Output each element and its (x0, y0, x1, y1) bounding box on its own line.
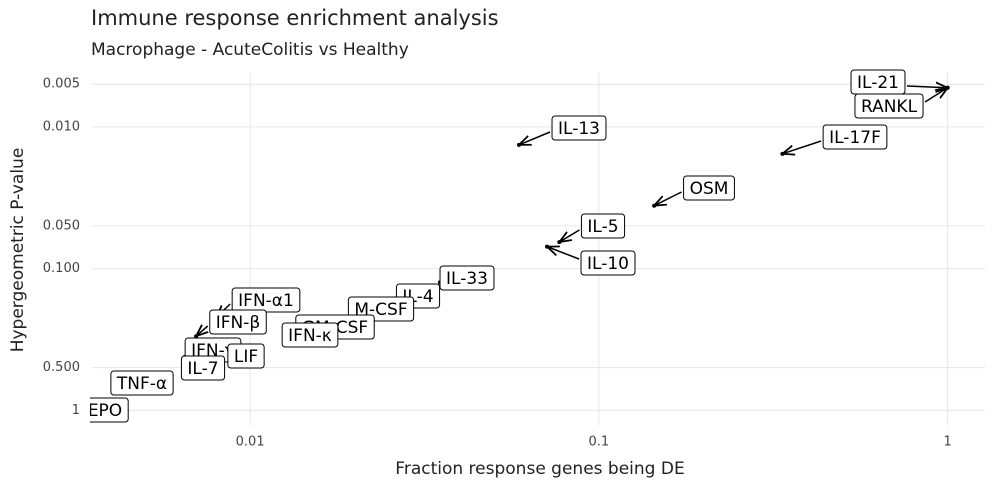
y-tick-label: 0.100 (43, 261, 80, 276)
label-box (551, 115, 607, 141)
point-label: IFN-β (209, 309, 267, 335)
point-label: LIF (227, 343, 265, 369)
point-label: IL-13 (551, 115, 607, 141)
label-text: IL-10 (587, 254, 629, 274)
point-label: TNF-α (110, 370, 174, 396)
point-label: IL-7 (180, 355, 226, 381)
label-box (683, 175, 735, 201)
plot-area: IL-21 RANKL IL-13 IL-17F OSM IL-5 IL-10 IL-33 IL… (88, 69, 950, 423)
label-text: OSM (690, 179, 729, 199)
y-tick-label: 0.005 (43, 77, 80, 92)
point-label: IL-33 (439, 265, 495, 291)
chart-title: Immune response enrichment analysis (91, 6, 499, 30)
point-label: IFN-κ (281, 322, 339, 348)
label-box (90, 397, 129, 423)
point-label: IL-5 (580, 213, 626, 239)
x-tick-label: 1 (943, 435, 951, 450)
label-text: IL-7 (187, 359, 218, 379)
point-label: IL-17F (822, 124, 888, 150)
point-label: IL-21 (850, 69, 906, 95)
connector (782, 140, 822, 154)
label-text: IL-33 (446, 269, 488, 289)
connector (196, 326, 208, 336)
y-tick-label: 0.050 (43, 218, 80, 233)
label-box (822, 124, 888, 150)
x-axis-label: Fraction response genes being DE (395, 459, 684, 479)
label-text: IFN-β (216, 313, 261, 333)
y-tick-label: 1 (72, 403, 80, 418)
x-tick-label: 0.1 (589, 435, 610, 450)
label-text: IL-13 (558, 119, 600, 139)
point-label: IFN-α1 (231, 287, 301, 313)
connector (519, 131, 551, 145)
connector (906, 86, 948, 88)
label-text: TNF-α (116, 374, 167, 394)
x-tick-label: 0.01 (236, 435, 265, 450)
label-box (110, 370, 174, 396)
label-box (281, 322, 339, 348)
connector (559, 229, 580, 242)
label-text: EPO (88, 401, 122, 421)
label-box (854, 93, 924, 119)
y-tick-label: 0.500 (43, 360, 80, 375)
point-label: EPO (88, 397, 129, 423)
label-box (580, 250, 636, 276)
connector (924, 88, 948, 103)
chart-subtitle: Macrophage - AcuteColitis vs Healthy (91, 40, 409, 60)
label-text: IFN-κ (288, 326, 332, 346)
y-axis-label: Hypergeometric P-value (8, 148, 28, 353)
label-box (227, 343, 265, 369)
label-text: IL-5 (587, 217, 618, 237)
label-text: RANKL (861, 97, 918, 117)
point-label: OSM (683, 175, 735, 201)
label-text: IL-17F (829, 128, 881, 148)
point-label: IL-10 (580, 250, 636, 276)
y-tick-label: 0.010 (43, 119, 80, 134)
label-box (209, 309, 267, 335)
label-box (439, 265, 495, 291)
label-text: LIF (234, 347, 258, 367)
label-box (180, 355, 226, 381)
connector (654, 191, 682, 206)
connector (547, 247, 580, 260)
point-label: RANKL (854, 93, 924, 119)
label-text: IFN-α1 (238, 291, 294, 311)
label-text: IL-21 (857, 73, 899, 93)
label-box (580, 213, 626, 239)
